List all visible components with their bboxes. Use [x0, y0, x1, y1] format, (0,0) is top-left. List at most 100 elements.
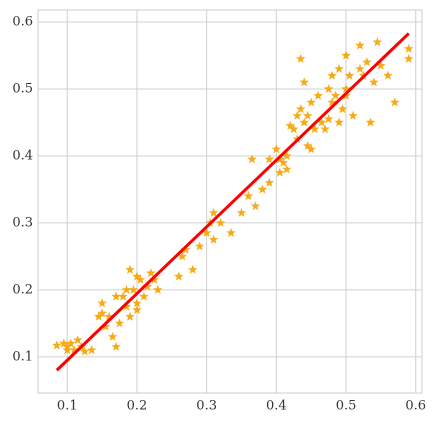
point: [132, 271, 142, 281]
point: [243, 191, 254, 201]
point: [306, 97, 316, 107]
x-tick-label: 0.3: [196, 399, 217, 414]
point: [135, 274, 146, 284]
point: [139, 291, 149, 301]
point: [299, 77, 309, 87]
point: [215, 217, 226, 227]
x-tick-label: 0.6: [405, 399, 426, 414]
point: [334, 63, 344, 73]
point: [306, 144, 316, 154]
point: [201, 228, 212, 237]
y-tick-label: 0.2: [12, 282, 33, 297]
point: [299, 117, 309, 127]
point: [323, 114, 334, 124]
point: [121, 284, 132, 294]
point: [341, 84, 351, 94]
point: [292, 110, 302, 120]
point: [348, 110, 358, 120]
point: [282, 151, 292, 160]
point: [257, 184, 268, 194]
point: [355, 40, 365, 50]
point: [100, 321, 111, 331]
y-tick-label: 0.5: [12, 82, 33, 97]
point: [303, 140, 313, 150]
point: [86, 345, 97, 355]
point: [97, 298, 107, 308]
point: [111, 291, 121, 301]
point: [208, 207, 219, 217]
point: [181, 244, 191, 254]
point: [52, 340, 62, 350]
point: [132, 298, 142, 308]
point: [330, 90, 341, 100]
point: [334, 117, 344, 127]
point: [369, 77, 379, 87]
point: [174, 271, 184, 281]
point: [236, 207, 247, 217]
point: [285, 120, 295, 130]
point: [404, 53, 414, 63]
point: [327, 70, 337, 80]
y-tick-label: 0.1: [12, 349, 33, 364]
point: [114, 318, 125, 328]
point: [289, 124, 299, 134]
point: [153, 284, 163, 294]
point: [309, 124, 320, 134]
point: [208, 234, 219, 244]
point: [97, 308, 107, 318]
point: [79, 346, 90, 356]
x-tick-label: 0.4: [266, 399, 287, 414]
point: [125, 311, 135, 321]
point: [73, 335, 83, 345]
point: [316, 117, 327, 127]
point: [62, 341, 72, 351]
point: [125, 264, 135, 274]
y-tick-label: 0.3: [12, 215, 33, 230]
point: [66, 338, 76, 348]
point: [188, 264, 198, 274]
point: [194, 241, 205, 251]
point: [226, 228, 236, 237]
point: [250, 201, 261, 211]
point: [177, 251, 187, 261]
point: [59, 338, 69, 348]
point: [337, 104, 348, 114]
y-tick-label: 0.4: [12, 148, 33, 163]
point: [313, 90, 323, 100]
x-tick-label: 0.2: [127, 399, 148, 414]
point: [121, 301, 132, 311]
point: [146, 268, 156, 278]
point: [327, 97, 337, 107]
point: [296, 53, 306, 63]
point: [275, 167, 285, 177]
point: [111, 341, 121, 351]
point: [372, 37, 383, 47]
point: [142, 281, 153, 291]
point: [303, 110, 313, 120]
point: [296, 104, 306, 114]
point: [264, 154, 275, 164]
point: [62, 345, 72, 355]
point: [149, 274, 160, 284]
point: [128, 284, 139, 294]
point: [376, 60, 386, 70]
point: [390, 97, 400, 107]
point: [107, 331, 118, 341]
y-tick-label: 0.6: [12, 15, 33, 30]
point: [104, 311, 114, 321]
point: [344, 70, 355, 80]
point: [271, 144, 282, 154]
point: [93, 311, 104, 321]
point: [278, 157, 289, 167]
point: [404, 43, 414, 53]
point: [362, 57, 372, 67]
x-tick-label: 0.1: [57, 399, 78, 414]
point: [132, 305, 142, 314]
point: [69, 345, 79, 355]
plot-frame: [37, 9, 423, 394]
point: [341, 50, 351, 60]
point: [320, 124, 330, 134]
point: [264, 177, 275, 187]
